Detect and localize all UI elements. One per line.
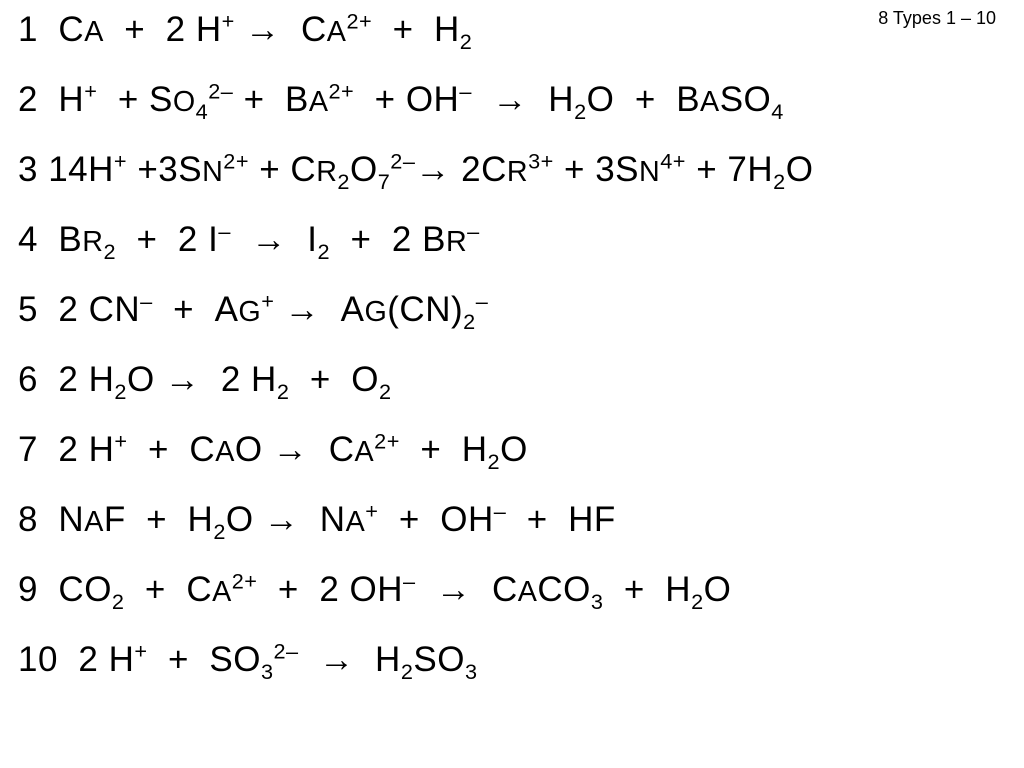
equation-row: 1 CA + 2 H+ → CA2+ + H2	[18, 12, 1006, 47]
equation-number: 10	[18, 640, 58, 679]
equation-row: 9 CO2 + CA2+ + 2 OH– → CACO3 + H2O	[18, 572, 1006, 607]
equation-row: 4 BR2 + 2 I– → I2 + 2 BR–	[18, 222, 1006, 257]
equation-body: 2 H2O → 2 H2 + O2	[58, 360, 391, 399]
equation-row: 3 14H+ +3SN2+ + CR2O72–→ 2CR3+ + 3SN4+ +…	[18, 152, 1006, 187]
equation-number: 2	[18, 80, 38, 119]
page: 8 Types 1 – 10 1 CA + 2 H+ → CA2+ + H2 2…	[0, 0, 1024, 768]
equation-number: 6	[18, 360, 38, 399]
equation-body: 14H+ +3SN2+ + CR2O72–→ 2CR3+ + 3SN4+ + 7…	[48, 150, 813, 189]
equation-number: 8	[18, 500, 38, 539]
equation-list: 1 CA + 2 H+ → CA2+ + H2 2 H+ + SO42– + B…	[18, 12, 1006, 677]
equation-number: 4	[18, 220, 38, 259]
equation-body: 2 CN– + AG+ → AG(CN)2–	[58, 290, 488, 329]
equation-body: BR2 + 2 I– → I2 + 2 BR–	[58, 220, 479, 259]
equation-body: NAF + H2O → NA+ + OH– + HF	[58, 500, 615, 539]
equation-row: 8 NAF + H2O → NA+ + OH– + HF	[18, 502, 1006, 537]
equation-number: 1	[18, 10, 38, 49]
equation-row: 6 2 H2O → 2 H2 + O2	[18, 362, 1006, 397]
equation-body: H+ + SO42– + BA2+ + OH– → H2O + BASO4	[58, 80, 783, 119]
equation-body: CO2 + CA2+ + 2 OH– → CACO3 + H2O	[58, 570, 731, 609]
equation-row: 7 2 H+ + CAO → CA2+ + H2O	[18, 432, 1006, 467]
equation-row: 2 H+ + SO42– + BA2+ + OH– → H2O + BASO4	[18, 82, 1006, 117]
equation-number: 9	[18, 570, 38, 609]
equation-number: 7	[18, 430, 38, 469]
equation-body: 2 H+ + SO32– → H2SO3	[78, 640, 477, 679]
equation-row: 10 2 H+ + SO32– → H2SO3	[18, 642, 1006, 677]
equation-body: CA + 2 H+ → CA2+ + H2	[58, 10, 472, 49]
equation-body: 2 H+ + CAO → CA2+ + H2O	[58, 430, 527, 469]
equation-number: 3	[18, 150, 38, 189]
equation-number: 5	[18, 290, 38, 329]
equation-row: 5 2 CN– + AG+ → AG(CN)2–	[18, 292, 1006, 327]
header-note: 8 Types 1 – 10	[878, 8, 996, 29]
